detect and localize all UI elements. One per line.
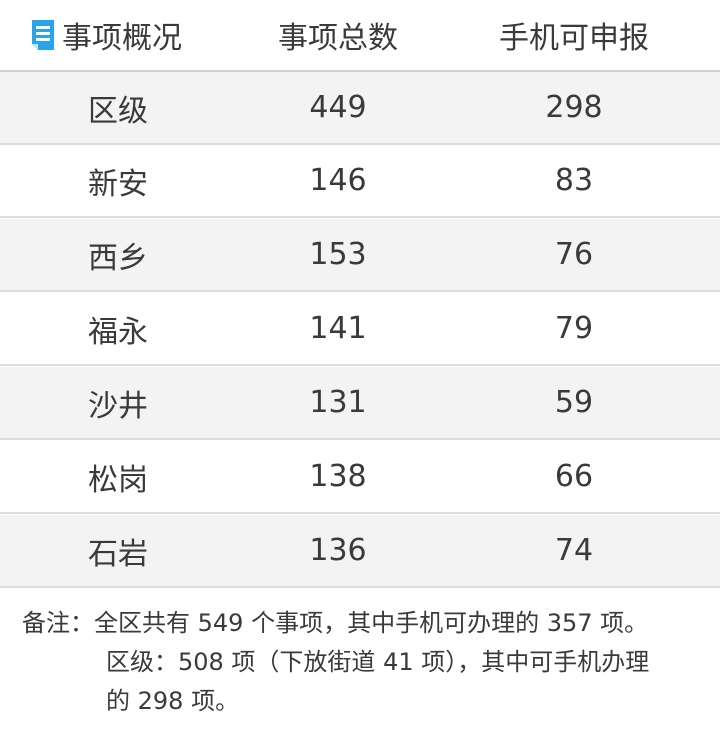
total-cell: 141 [309, 311, 367, 346]
mobile-cell: 66 [554, 459, 594, 494]
total-cell: 449 [309, 90, 367, 125]
total-cell: 153 [309, 237, 367, 272]
total-cell: 146 [309, 163, 367, 198]
district-cell: 区级 [88, 93, 148, 129]
total-cell: 131 [309, 385, 367, 420]
table-row: 松岗 138 66 [0, 441, 720, 514]
district-cell: 西乡 [88, 240, 148, 276]
table-row: 沙井 131 59 [0, 367, 720, 440]
footnote-line-3: 的 298 项。 [106, 687, 240, 715]
mobile-cell: 298 [545, 90, 603, 125]
district-cell: 松岗 [88, 462, 148, 498]
document-icon [32, 20, 54, 50]
header-total: 事项总数 [278, 21, 398, 56]
mobile-cell: 59 [554, 385, 594, 420]
mobile-cell: 83 [554, 163, 594, 198]
table-row: 石岩 136 74 [0, 515, 720, 588]
table-row: 西乡 153 76 [0, 219, 720, 292]
mobile-cell: 79 [554, 311, 594, 346]
total-cell: 136 [309, 533, 367, 568]
footnote: 备注：全区共有 549 个事项，其中手机可办理的 357 项。 区级：508 项… [22, 604, 712, 721]
district-cell: 新安 [88, 166, 148, 202]
footnote-line-2: 区级：508 项（下放街道 41 项），其中可手机办理 [106, 648, 650, 676]
district-cell: 石岩 [88, 536, 148, 572]
table-row: 新安 146 83 [0, 145, 720, 218]
mobile-cell: 76 [554, 237, 594, 272]
header-overview-label: 事项概况 [62, 21, 182, 56]
footnote-line-1: 备注：全区共有 549 个事项，其中手机可办理的 357 项。 [22, 609, 649, 637]
mobile-cell: 74 [554, 533, 594, 568]
table-header: 事项概况 事项总数 手机可申报 [0, 0, 720, 72]
district-cell: 福永 [88, 314, 148, 350]
header-mobile: 手机可申报 [499, 21, 649, 56]
total-cell: 138 [309, 459, 367, 494]
table-row: 区级 449 298 [0, 72, 720, 145]
header-overview: 事项概况 [30, 0, 240, 70]
table-row: 福永 141 79 [0, 293, 720, 366]
district-cell: 沙井 [88, 388, 148, 424]
